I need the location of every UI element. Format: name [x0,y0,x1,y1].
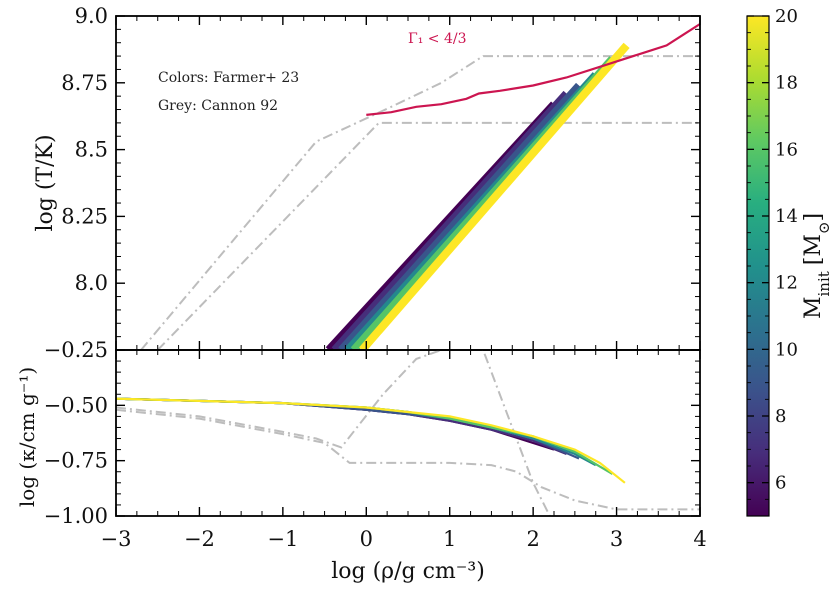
colorbar-tick-label: 14 [775,206,798,227]
bottom-series-mass-9 [116,397,580,460]
x-axis-title: log (ρ/g cm⁻³) [331,559,485,584]
top-series-mass-7 [331,90,570,350]
x-tick-label: 4 [693,527,706,551]
top-series-mass-9 [338,82,582,350]
bottom-series-mass-20 [116,397,626,484]
top-ticks: 8.0 8.25 8.5 8.75 9.0 [61,4,701,351]
colorbar-label-unit-sub: ⊙ [815,222,830,235]
bottom-grey-curve-0 [116,350,551,516]
colorbar-tick-label: 18 [775,73,798,94]
top-y-axis-title: log (T/K) [33,134,58,231]
bottom-ytick-label: −1.00 [44,504,108,528]
colorbar: 6 8 10 12 14 16 18 20 Minit [M⊙] [746,6,830,517]
top-series-mass-20 [359,42,630,350]
bottom-grey-curve-1 [116,408,700,511]
colorbar-tick-label: 8 [775,406,786,427]
x-axis: −3 −2 −1 0 1 2 3 4 [101,527,707,551]
top-panel: 8.0 8.25 8.5 8.75 9.0 Γ₁ < 4/3 Colors: Farme… [33,4,701,351]
top-ytick-label: 8.25 [61,204,108,228]
colorbar-tick-label: 16 [775,139,798,160]
bottom-colored-series [116,397,626,484]
colorbar-label-main: M [801,297,826,320]
top-ytick-label: 8.75 [61,71,108,95]
colorbar-label-sub: init [815,271,830,296]
bottom-panel: −1.00 −0.75 −0.50 −0.25 log (κ/cm g⁻¹) [15,338,701,528]
bottom-ticks: −1.00 −0.75 −0.50 −0.25 [44,338,701,528]
bottom-y-axis-title: log (κ/cm g⁻¹) [15,367,39,507]
bottom-panel-frame [115,349,701,517]
colorbar-tick-label: 6 [775,473,786,494]
x-tick-label: 2 [526,527,539,551]
colors-note: Colors: Farmer+ 23 [158,70,299,86]
grey-note: Grey: Cannon 92 [158,98,278,114]
x-tick-label: −2 [184,527,215,551]
top-grey-curve-0 [140,55,700,350]
colorbar-label-unit-open: [M [801,234,826,265]
colorbar-label: Minit [M⊙] [801,213,830,319]
gamma-annotation: Γ₁ < 4/3 [408,31,467,47]
bottom-plot-area [116,350,700,516]
x-tick-label: −1 [267,527,298,551]
bottom-ytick-label: −0.50 [44,393,108,417]
top-ytick-label: 9.0 [75,4,108,28]
colorbar-tick-label: 10 [775,339,798,360]
gamma-boundary-layer [366,23,700,116]
colorbar-gradient [747,16,769,516]
top-ytick-label: 8.5 [75,138,108,162]
top-ytick-label: 8.0 [75,271,108,295]
x-tick-label: 1 [443,527,456,551]
x-tick-label: 3 [610,527,623,551]
bottom-ytick-label: −0.75 [44,449,108,473]
top-plot-area [140,23,700,350]
top-grey-curves [140,55,700,350]
top-grey-curve-1 [156,121,700,350]
bottom-ytick-label: −0.25 [44,338,108,362]
top-colored-series [325,42,630,350]
colorbar-tick-label: 20 [775,6,798,27]
gamma-boundary-curve [366,23,700,116]
x-tick-label: 0 [360,527,373,551]
x-tick-label: −3 [101,527,132,551]
colorbar-label-unit-close: ] [801,213,826,222]
colorbar-ticks: 6 8 10 12 14 16 18 20 [747,6,798,517]
colorbar-tick-label: 12 [775,273,798,294]
bottom-grey-curves [116,350,700,516]
